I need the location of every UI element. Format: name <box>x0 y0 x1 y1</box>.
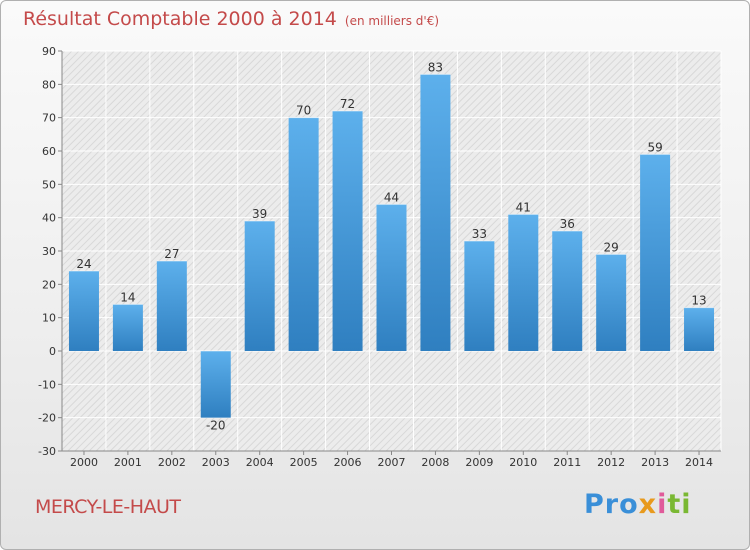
y-tick-label: 10 <box>42 312 56 325</box>
y-tick-label: -20 <box>38 412 56 425</box>
x-tick-label-2002: 2002 <box>158 456 186 469</box>
y-tick-label: 60 <box>42 145 56 158</box>
y-tick-label: 70 <box>42 112 56 125</box>
data-label-2013: 59 <box>647 140 662 154</box>
x-tick-label-2012: 2012 <box>597 456 625 469</box>
y-tick-label: -10 <box>38 378 56 391</box>
data-label-2010: 41 <box>516 200 531 214</box>
y-tick-label: 50 <box>42 178 56 191</box>
y-tick-label: 80 <box>42 78 56 91</box>
bar-2005 <box>288 117 319 352</box>
x-tick-label-2005: 2005 <box>290 456 318 469</box>
x-tick-label-2010: 2010 <box>509 456 537 469</box>
data-label-2007: 44 <box>384 190 399 204</box>
y-tick-label: 30 <box>42 245 56 258</box>
chart-title: Résultat Comptable 2000 à 2014 (en millie… <box>23 8 439 30</box>
y-tick-label: 20 <box>42 278 56 291</box>
bar-2000 <box>68 271 99 351</box>
y-tick-label: 40 <box>42 212 56 225</box>
data-label-2001: 14 <box>120 290 135 304</box>
x-tick-label-2007: 2007 <box>378 456 406 469</box>
bar-2009 <box>464 241 495 351</box>
title-main: Résultat Comptable 2000 à 2014 <box>23 8 337 30</box>
title-unit: (en milliers d'€) <box>344 14 440 28</box>
data-label-2008: 83 <box>428 60 443 74</box>
bar-2001 <box>112 304 143 351</box>
y-tick-label: 0 <box>49 345 56 358</box>
data-label-2000: 24 <box>76 257 91 271</box>
x-tick-label-2001: 2001 <box>114 456 142 469</box>
x-tick-label-2009: 2009 <box>465 456 493 469</box>
bar-2010 <box>508 214 539 351</box>
plot-area: -30 -20 -10 0 10 20 30 40 50 60 70 80 90 24 2000 14 2001… <box>38 45 722 469</box>
x-tick-label-2008: 2008 <box>421 456 449 469</box>
data-label-2003: -20 <box>206 419 226 433</box>
logo-part-4: ti <box>667 489 692 520</box>
x-tick-label-2004: 2004 <box>246 456 274 469</box>
bar-2002 <box>156 261 187 351</box>
logo-part-3: i <box>657 489 668 520</box>
bar-2007 <box>376 204 407 351</box>
data-label-2002: 27 <box>164 247 179 261</box>
data-label-2009: 33 <box>472 227 487 241</box>
data-label-2005: 70 <box>296 104 311 118</box>
bar-2006 <box>332 111 363 351</box>
bar-2003 <box>200 351 231 418</box>
x-tick-label-2003: 2003 <box>202 456 230 469</box>
data-label-2011: 36 <box>560 217 575 231</box>
data-label-2006: 72 <box>340 97 355 111</box>
y-tick-label: 90 <box>42 45 56 58</box>
bar-2013 <box>640 154 671 351</box>
y-tick-label: -30 <box>38 445 56 458</box>
x-tick-label-2011: 2011 <box>553 456 581 469</box>
logo-part-2: x <box>638 489 658 520</box>
bar-2012 <box>596 254 627 351</box>
commune-name: MERCY-LE-HAUT <box>35 496 181 518</box>
proxiti-logo: Proxiti <box>584 489 692 520</box>
x-tick-label-2006: 2006 <box>334 456 362 469</box>
x-tick-label-2014: 2014 <box>685 456 713 469</box>
bar-2004 <box>244 221 275 351</box>
logo-part-1: Pro <box>584 489 639 520</box>
x-tick-label-2013: 2013 <box>641 456 669 469</box>
x-tick-label-2000: 2000 <box>70 456 98 469</box>
bar-2014 <box>684 307 715 351</box>
data-label-2004: 39 <box>252 207 267 221</box>
data-label-2012: 29 <box>604 240 619 254</box>
bar-2008 <box>420 74 451 351</box>
bar-2011 <box>552 231 583 351</box>
data-label-2014: 13 <box>691 294 706 308</box>
